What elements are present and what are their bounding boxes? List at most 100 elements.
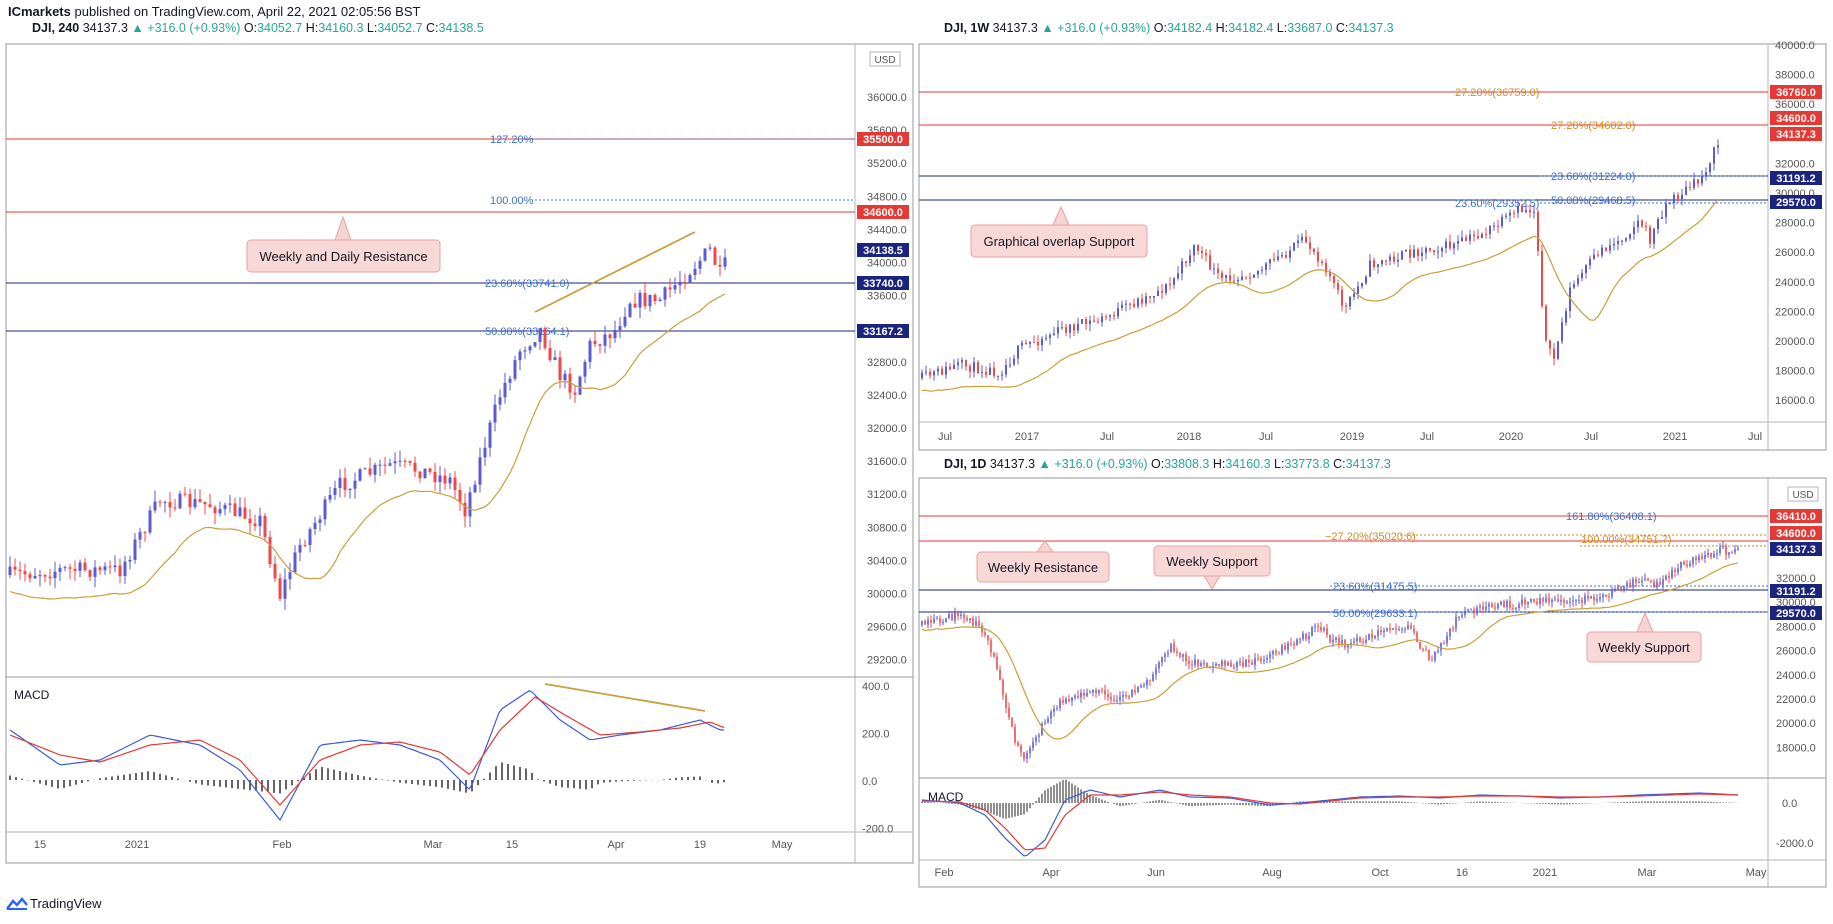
p240-macd-trendline: [544, 683, 706, 712]
p1w-candle: [1029, 342, 1031, 344]
p1w-candle: [1641, 220, 1643, 227]
p240-candle: [563, 373, 567, 381]
p1w-candle: [1621, 240, 1623, 242]
p240-candle: [123, 561, 127, 577]
p240-candle: [333, 488, 337, 496]
p1w-price-label: 29570.0: [1776, 197, 1816, 209]
p1d-price-label: 29570.0: [1776, 608, 1816, 620]
p240-candle: [228, 503, 232, 505]
p1d-candle: [1659, 581, 1661, 586]
p1d-candle: [1269, 654, 1271, 658]
p1d-y-tick: 20000.0: [1776, 718, 1816, 730]
p1d-candle: [1245, 659, 1247, 667]
p1d-candle: [1587, 595, 1589, 599]
p1d-fib-label: 50.00%(29633.1): [1333, 608, 1417, 620]
p1d-fib-label: 23.60%(31475.5): [1333, 581, 1417, 593]
p1w-candle: [1349, 296, 1351, 307]
p240-candle: [18, 569, 22, 572]
p240-candle: [543, 328, 547, 348]
p1d-candle: [1398, 629, 1400, 631]
p240-low: 34052.7: [377, 21, 423, 35]
p1d-fib-label: −27.20%(35020.6): [1325, 531, 1416, 543]
p240-candle: [518, 351, 522, 361]
p1w-candle: [1709, 163, 1711, 173]
p240-candle: [528, 346, 532, 351]
p1d-x-tick: Feb: [935, 867, 954, 879]
p240-x-tick: 2021: [125, 839, 149, 851]
p1w-candle: [1569, 287, 1571, 312]
p1d-candle: [1113, 699, 1115, 701]
p1d-candle: [951, 614, 953, 621]
p1d-candle: [1470, 609, 1472, 611]
p240-candle: [323, 499, 327, 520]
p240-candle: [713, 247, 717, 265]
p1d-candle: [1662, 579, 1664, 586]
p1d-candle: [1260, 658, 1262, 661]
p1d-candle: [1563, 600, 1565, 603]
p1d-candle: [984, 632, 986, 636]
p1w-candle: [1469, 234, 1471, 241]
p1d-candle: [1680, 561, 1682, 569]
p1d-candle: [1110, 697, 1112, 700]
p1w-candle: [1229, 275, 1231, 281]
p1d-y-tick: 22000.0: [1776, 694, 1816, 706]
p1w-candle: [1153, 296, 1155, 298]
p240-candle: [103, 566, 107, 571]
p1w-candle: [1637, 220, 1639, 228]
p240-y-tick: 34000.0: [867, 258, 907, 270]
p240-y-tick: 36000.0: [867, 92, 907, 104]
p1d-candle: [936, 618, 938, 620]
p240-candle: [498, 397, 502, 405]
p1d-candle: [1365, 639, 1367, 643]
p1w-candle: [1521, 206, 1523, 212]
p1d-candle: [927, 619, 929, 625]
p240-candle: [683, 281, 687, 283]
p1d-candle: [1062, 700, 1064, 703]
p240-x-tick: Apr: [607, 839, 624, 851]
p1w-candle: [1409, 249, 1411, 258]
p1d-candle: [1509, 600, 1511, 608]
p1d-candle: [1695, 557, 1697, 561]
p1d-candle: [1713, 554, 1715, 558]
p1d-candle: [1440, 643, 1442, 651]
p1w-candle: [1361, 283, 1363, 287]
p1w-candle: [1353, 293, 1355, 297]
p1d-candle: [1077, 695, 1079, 698]
p240-y-tick: 32800.0: [867, 357, 907, 369]
p1d-candle: [981, 625, 983, 633]
p1d-candle: [1275, 651, 1277, 654]
p1d-candle: [1536, 601, 1538, 604]
p240-candle: [188, 494, 192, 508]
p1w-candle: [965, 360, 967, 367]
p240-candle: [658, 299, 662, 301]
p1w-candle: [1273, 259, 1275, 261]
p240-candle: [723, 257, 727, 267]
p1w-candle: [1509, 212, 1511, 216]
p1w-candle: [1705, 172, 1707, 176]
p1w-candle: [1537, 211, 1539, 252]
p1d-candle: [1542, 598, 1544, 602]
p1d-candle: [1383, 630, 1385, 633]
p1d-candle: [1560, 600, 1562, 602]
p1w-candle: [949, 366, 951, 370]
p1d-candle: [1362, 641, 1364, 643]
p1w-candle: [1393, 256, 1395, 262]
p1d-candle: [1170, 643, 1172, 653]
p1w-candle: [1513, 212, 1515, 214]
p240-candle: [248, 518, 252, 524]
p1d-candle: [1416, 632, 1418, 642]
p1w-candle: [1221, 272, 1223, 279]
p1d-candle: [1356, 637, 1358, 642]
p240-macd-line: [9, 690, 724, 822]
p240-candle: [23, 571, 27, 575]
p1d-candle: [1314, 625, 1316, 627]
p1w-candle: [1649, 227, 1651, 244]
p1d-candle: [1371, 634, 1373, 638]
p1d-candle: [1683, 561, 1685, 565]
p1d-candle: [1071, 697, 1073, 702]
p240-y-tick: 30400.0: [867, 555, 907, 567]
p1w-candle: [1465, 237, 1467, 241]
p1d-candle: [1635, 579, 1637, 583]
p240-y-tick: 34800.0: [867, 191, 907, 203]
p240-candle: [718, 264, 722, 267]
